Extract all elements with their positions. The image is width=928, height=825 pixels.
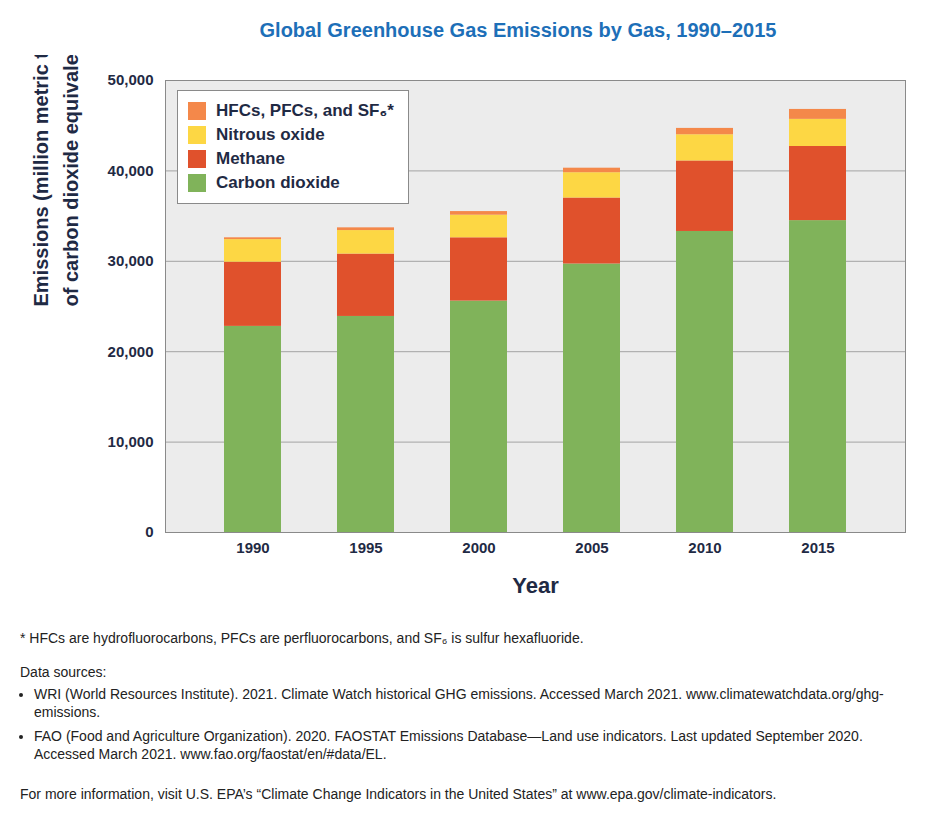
svg-text:20,000: 20,000 [108, 343, 154, 360]
svg-text:10,000: 10,000 [108, 433, 154, 450]
html-text:WRI (World Resources Institute: WRI (World Resources Institute). 2021. C… [34, 686, 884, 720]
html-text:For more information, visit U.: For more information, visit U.S. EPA’s “… [20, 786, 777, 802]
html-text:Global Greenhouse Gas Emission: Global Greenhouse Gas Emissions by Gas, … [259, 19, 777, 41]
svg-text:2005: 2005 [575, 539, 608, 556]
svg-text:1990: 1990 [236, 539, 269, 556]
html-text:Carbon dioxide: Carbon dioxide [216, 173, 340, 192]
svg-text:40,000: 40,000 [108, 162, 154, 179]
svg-text:2015: 2015 [801, 539, 834, 556]
svg-text:2000: 2000 [462, 539, 495, 556]
svg-text:1995: 1995 [349, 539, 382, 556]
html-text:HFCs, PFCs, and SF₆*: HFCs, PFCs, and SF₆* [216, 101, 394, 120]
svg-text:Year: Year [512, 573, 559, 598]
svg-text:Emissions (million metric tons: Emissions (million metric tonsof carbon … [30, 55, 82, 307]
html-text:FAO (Food and Agriculture Orga: FAO (Food and Agriculture Organization).… [34, 728, 863, 762]
svg-text:50,000: 50,000 [108, 71, 154, 88]
svg-text:30,000: 30,000 [108, 252, 154, 269]
svg-text:2010: 2010 [688, 539, 721, 556]
svg-text:0: 0 [145, 523, 153, 540]
html-text:Nitrous oxide: Nitrous oxide [216, 125, 325, 144]
html-text:Methane: Methane [216, 149, 285, 168]
html-text:Data sources:: Data sources: [20, 664, 107, 680]
html-text:* HFCs are hydrofluorocarbons,: * HFCs are hydrofluorocarbons, PFCs are … [20, 630, 584, 646]
